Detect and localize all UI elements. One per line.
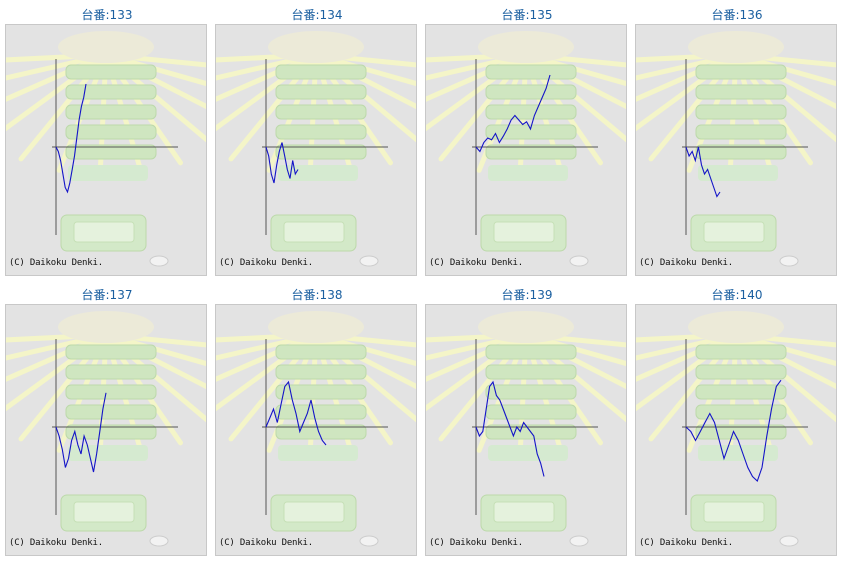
chart-panel: 台番:137 (C) Daikoku Denki. <box>5 282 209 558</box>
background-artwork <box>426 31 626 267</box>
series-line <box>685 146 721 198</box>
chart-title: 台番:135 <box>501 8 553 22</box>
series-line <box>55 392 107 473</box>
series-line <box>475 380 545 477</box>
chart-frame: (C) Daikoku Denki. <box>5 304 207 556</box>
chart-svg <box>636 311 836 547</box>
chart-title: 台番:136 <box>711 8 763 22</box>
copyright-text: (C) Daikoku Denki. <box>429 538 523 548</box>
chart-svg <box>6 31 206 267</box>
chart-panel: 台番:135 (C) Daikoku Denki. <box>425 2 629 278</box>
chart-frame: (C) Daikoku Denki. <box>425 304 627 556</box>
background-artwork <box>636 31 836 267</box>
series-line <box>55 83 87 194</box>
chart-frame: (C) Daikoku Denki. <box>215 304 417 556</box>
background-artwork <box>216 31 416 267</box>
chart-title: 台番:140 <box>711 288 763 302</box>
chart-panel: 台番:139 (C) Daikoku Denki. <box>425 282 629 558</box>
chart-svg <box>636 31 836 267</box>
copyright-text: (C) Daikoku Denki. <box>219 538 313 548</box>
chart-svg <box>426 311 626 547</box>
series-line <box>475 74 551 153</box>
chart-panel: 台番:136 (C) Daikoku Denki. <box>635 2 839 278</box>
chart-panel: 台番:133 (C) Daikoku Denki. <box>5 2 209 278</box>
chart-svg <box>216 311 416 547</box>
chart-title: 台番:133 <box>81 8 133 22</box>
chart-frame: (C) Daikoku Denki. <box>215 24 417 276</box>
series-line <box>265 380 327 446</box>
copyright-text: (C) Daikoku Denki. <box>9 258 103 268</box>
series-line <box>685 379 782 482</box>
copyright-text: (C) Daikoku Denki. <box>219 258 313 268</box>
chart-svg <box>426 31 626 267</box>
background-artwork <box>636 311 836 547</box>
chart-title: 台番:137 <box>81 288 133 302</box>
series-line <box>265 142 299 184</box>
chart-frame: (C) Daikoku Denki. <box>425 24 627 276</box>
chart-title: 台番:138 <box>291 288 343 302</box>
background-artwork <box>6 31 206 267</box>
chart-panel: 台番:134 (C) Daikoku Denki. <box>215 2 419 278</box>
chart-title: 台番:139 <box>501 288 553 302</box>
copyright-text: (C) Daikoku Denki. <box>429 258 523 268</box>
chart-frame: (C) Daikoku Denki. <box>635 304 837 556</box>
chart-frame: (C) Daikoku Denki. <box>5 24 207 276</box>
copyright-text: (C) Daikoku Denki. <box>639 538 733 548</box>
chart-svg <box>216 31 416 267</box>
background-artwork <box>426 311 626 547</box>
background-artwork <box>216 311 416 547</box>
chart-panel: 台番:138 (C) Daikoku Denki. <box>215 282 419 558</box>
chart-title: 台番:134 <box>291 8 343 22</box>
chart-svg <box>6 311 206 547</box>
copyright-text: (C) Daikoku Denki. <box>9 538 103 548</box>
copyright-text: (C) Daikoku Denki. <box>639 258 733 268</box>
background-artwork <box>6 311 206 547</box>
chart-panel: 台番:140 (C) Daikoku Denki. <box>635 282 839 558</box>
chart-frame: (C) Daikoku Denki. <box>635 24 837 276</box>
